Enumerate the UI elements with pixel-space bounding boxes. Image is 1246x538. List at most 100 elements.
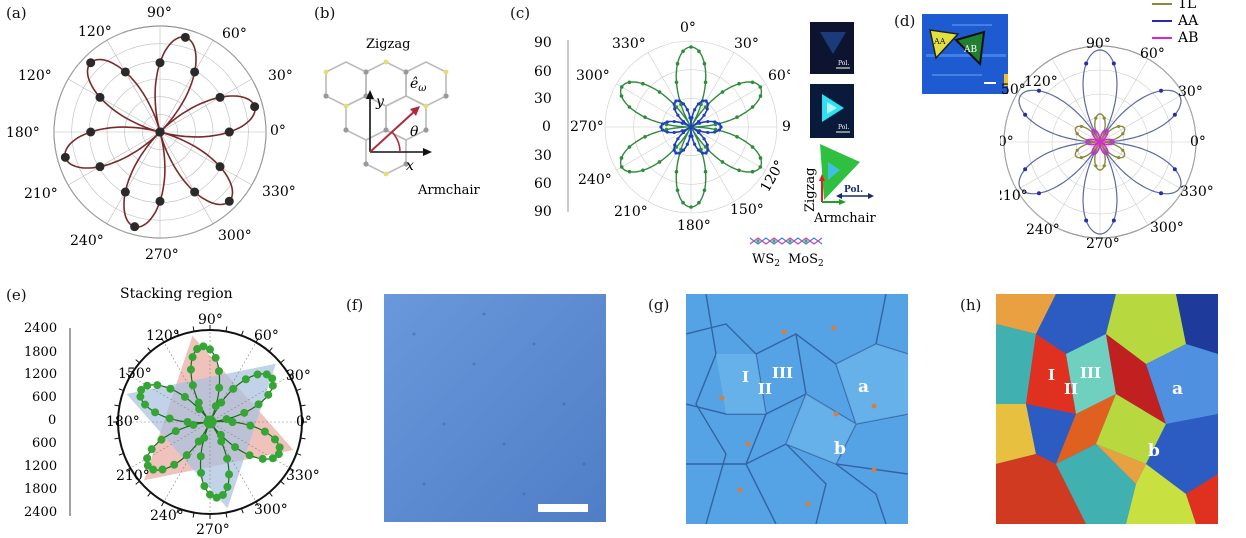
grid-spoke [616, 83, 692, 128]
data-point [258, 454, 267, 463]
data-point [1116, 124, 1121, 129]
data-point [758, 165, 763, 169]
data-point [1075, 148, 1079, 152]
data-point [155, 58, 165, 68]
data-point [206, 345, 214, 354]
data-point [699, 147, 703, 152]
angle-label: 210° [116, 468, 150, 484]
angle-label: 90° [147, 5, 172, 21]
tick [255, 337, 259, 343]
angle-label: 180° [677, 218, 711, 234]
angle-label: 330° [612, 36, 646, 52]
data-point [275, 443, 284, 452]
optical-inset-1: Pol. [810, 22, 854, 74]
data-point [264, 390, 273, 399]
angle-label: 0° [270, 123, 286, 139]
grain-label: a [1172, 379, 1183, 399]
data-point [158, 465, 167, 474]
tick [296, 452, 302, 456]
data-point [171, 427, 180, 436]
pol-label: Pol. [838, 60, 849, 67]
data-point [206, 490, 214, 499]
grid-spoke [1016, 141, 1101, 191]
tick [280, 480, 285, 485]
angle-label: 150° [118, 366, 152, 382]
grid-spoke [1099, 141, 1184, 191]
data-point [170, 460, 179, 469]
grid-spoke [159, 131, 252, 186]
legend-d: 1L AA AB [1152, 0, 1199, 46]
polar-plot-c: 90 60 30 0 30 60 90 0° 30° 60° 90° 120° … [534, 20, 790, 234]
data-point [246, 421, 255, 430]
tick [289, 373, 295, 377]
tick [161, 337, 165, 343]
grid-spoke [1051, 141, 1101, 226]
data-point [1172, 167, 1177, 172]
data-point [180, 32, 190, 42]
y-tick: 1800 [24, 482, 57, 497]
theta-label: θ [410, 124, 419, 140]
tick [135, 480, 140, 485]
ws2-label: WS2 [752, 252, 780, 269]
data-point [690, 134, 694, 138]
data-point [758, 156, 763, 160]
data-point [699, 102, 703, 107]
e-omega-label: êω [410, 76, 426, 94]
armchair-label: Armchair [417, 183, 480, 198]
pol-label: Pol. [844, 185, 863, 195]
angle-label: 180° [6, 125, 40, 141]
grid-spoke [209, 342, 257, 423]
data-point [216, 430, 225, 439]
data-point [696, 119, 701, 124]
data-point [643, 134, 647, 139]
polar-plot-a: 90° 60° 30° 0° 330° 300° 270° 240° 210° … [6, 5, 296, 263]
data-point [95, 92, 105, 102]
data-point [189, 420, 198, 429]
y-tick: 0 [48, 413, 56, 428]
data-point [750, 145, 755, 149]
data-point [141, 400, 150, 409]
data-point [688, 116, 692, 120]
data-point [1023, 167, 1028, 172]
data-point [758, 85, 763, 89]
afm-inset-d: AA AB [922, 14, 1008, 94]
data-point [673, 143, 677, 147]
data-point [1036, 191, 1041, 196]
scale-bar [538, 504, 588, 512]
data-point [194, 398, 203, 407]
tick [118, 452, 124, 456]
aa-label: AA [933, 37, 946, 46]
data-point [1102, 116, 1106, 120]
data-point [186, 365, 195, 374]
angle-label: 270° [570, 119, 604, 135]
data-point [268, 381, 277, 390]
grid-spoke [647, 52, 692, 128]
grid-spoke [163, 421, 211, 502]
orientation-inset: Pol. Zigzag Armchair [803, 144, 876, 226]
angle-label: 90° [1086, 36, 1111, 52]
angle-label: 240° [70, 233, 104, 249]
tick [114, 404, 120, 407]
angle-label: 180° [106, 414, 140, 430]
data-point [689, 125, 693, 129]
data-point [153, 381, 162, 390]
data-point [701, 151, 705, 155]
data-point [1079, 155, 1084, 160]
tick [114, 437, 120, 440]
data-point [677, 151, 681, 155]
data-point [706, 148, 710, 152]
data-point [130, 222, 140, 232]
grid-spoke [159, 131, 214, 224]
angle-label: 120° [146, 328, 180, 344]
grid-spoke [106, 40, 161, 133]
data-point [193, 345, 202, 354]
pol-label: Pol. [838, 124, 849, 131]
data-point [735, 115, 739, 120]
data-point [717, 122, 721, 126]
angle-label: 270° [196, 522, 230, 538]
mos2-label: MoS2 [788, 252, 824, 269]
zigzag-label: Zigzag [366, 37, 410, 52]
data-point [627, 80, 632, 85]
data-point [675, 61, 680, 66]
data-point [1023, 112, 1028, 117]
